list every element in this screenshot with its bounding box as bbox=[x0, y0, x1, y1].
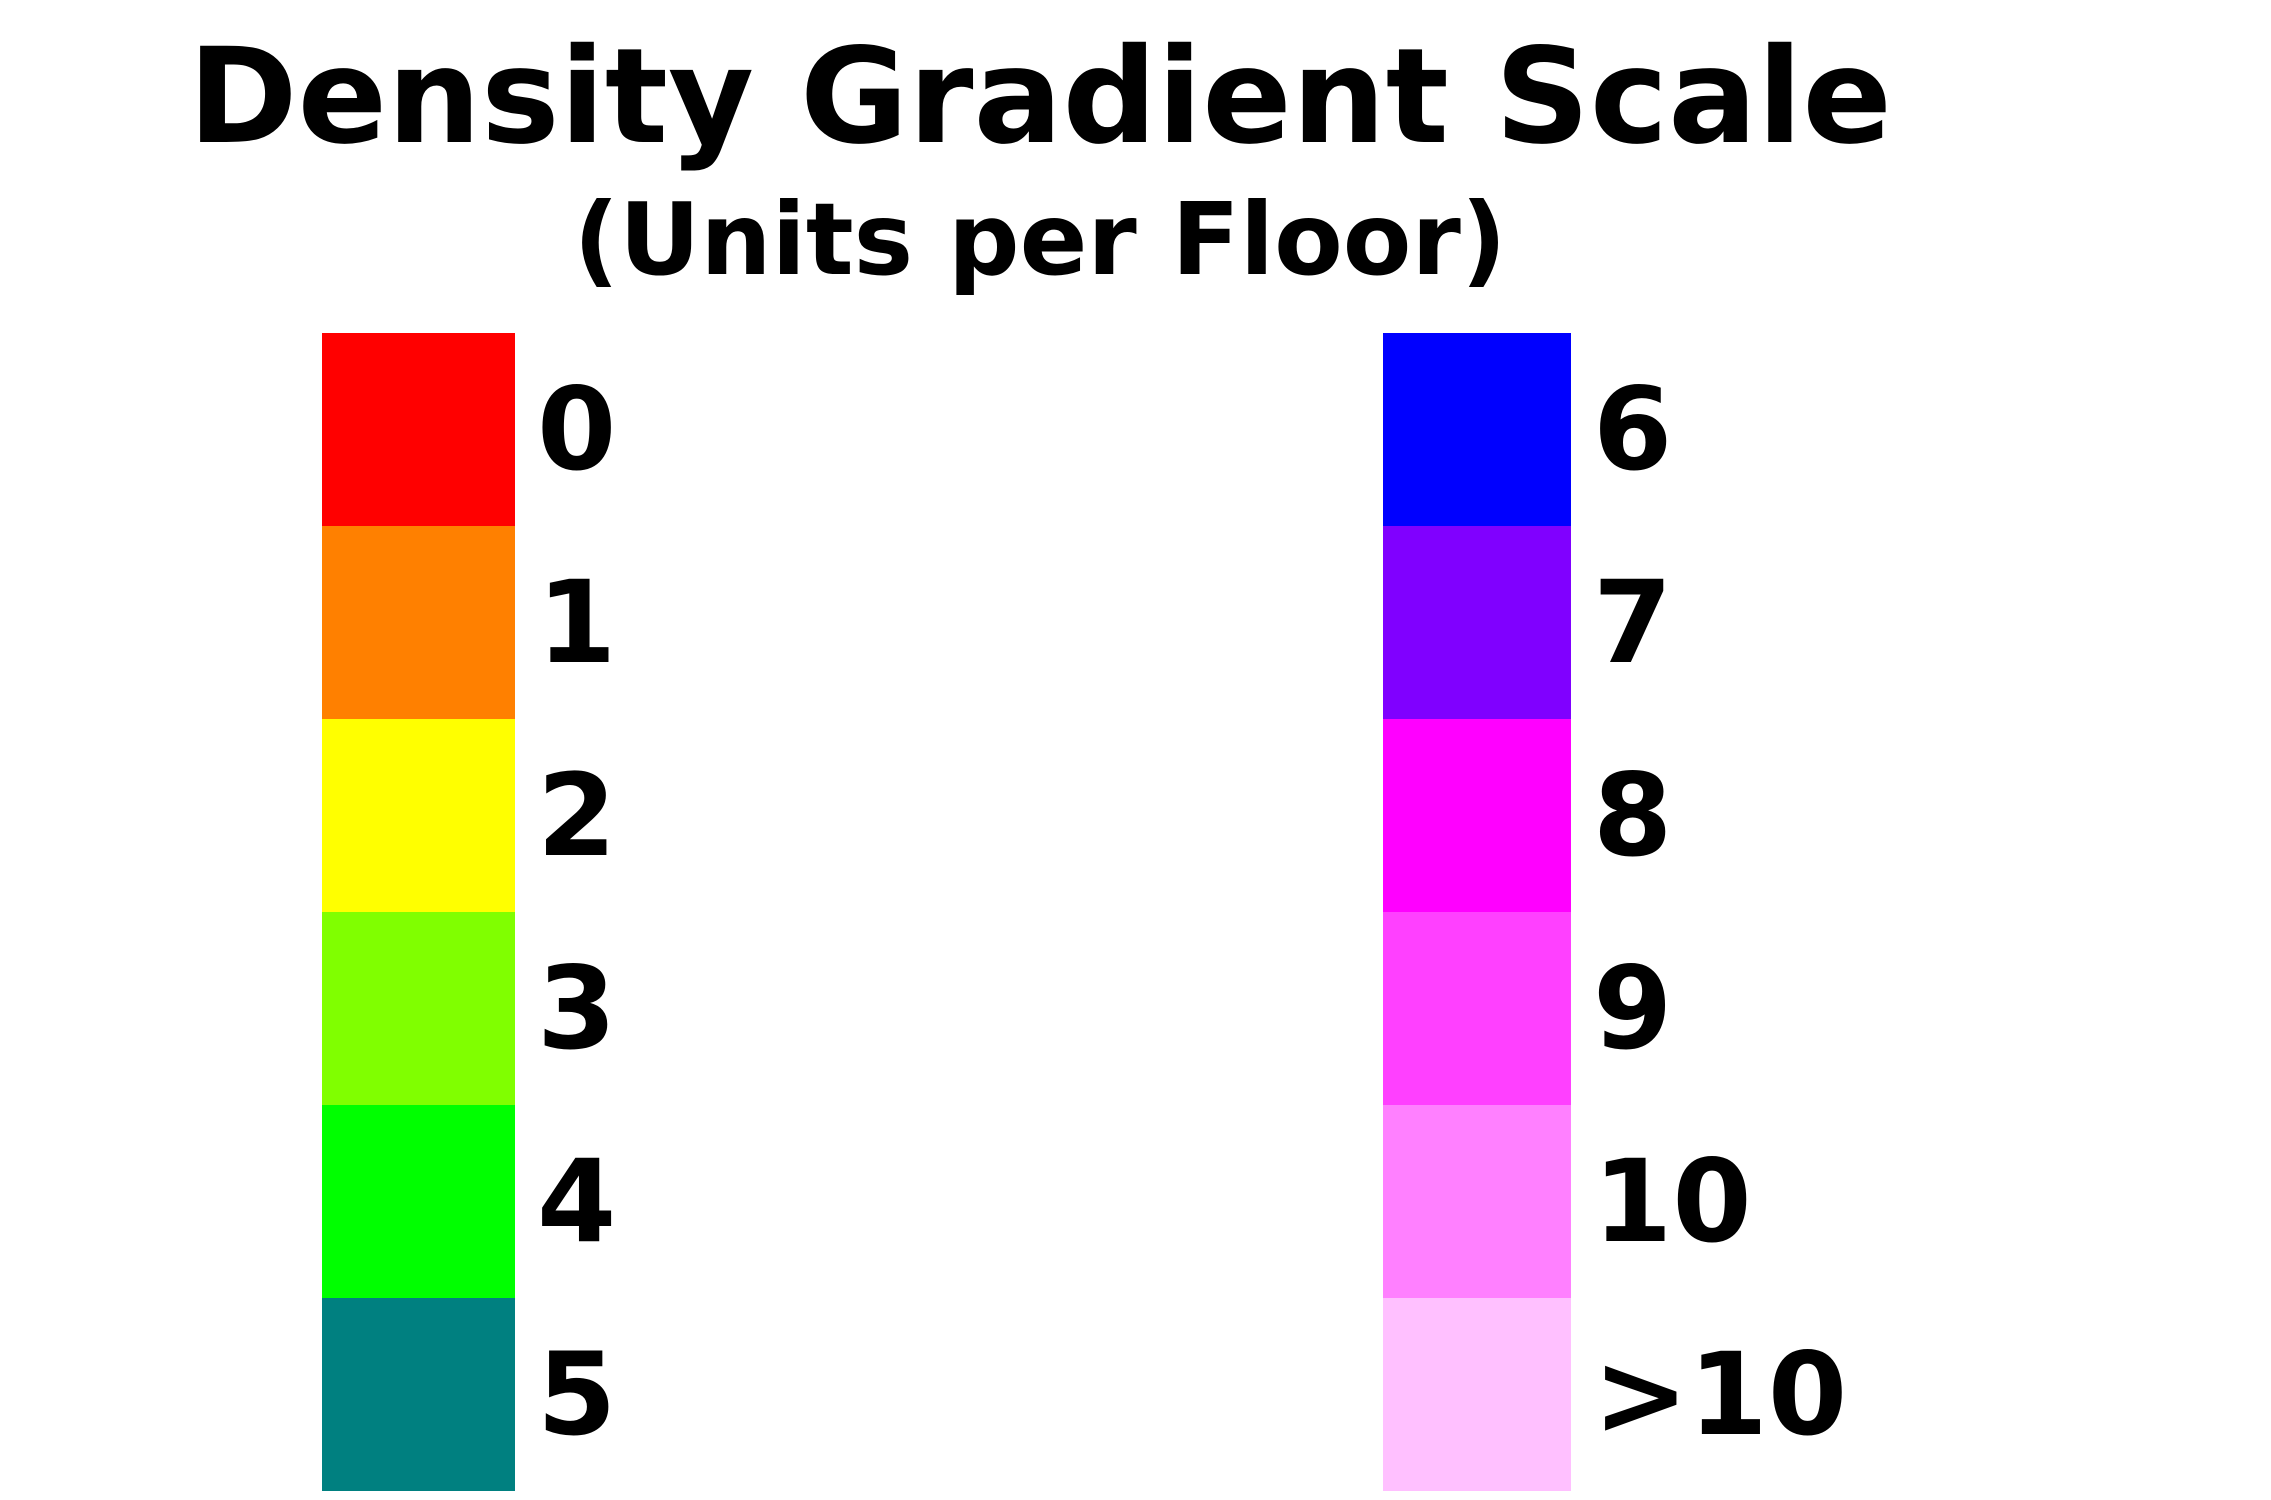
density-label: 0 bbox=[537, 363, 617, 496]
color-swatch bbox=[1383, 1298, 1571, 1491]
density-label: 3 bbox=[537, 942, 617, 1075]
density-label: 4 bbox=[537, 1135, 617, 1268]
density-label: 7 bbox=[1593, 556, 1673, 689]
color-swatch bbox=[322, 333, 515, 526]
density-label: 1 bbox=[537, 556, 617, 689]
color-swatch bbox=[1383, 333, 1571, 526]
color-swatch bbox=[322, 1105, 515, 1298]
density-label: 6 bbox=[1593, 363, 1673, 496]
color-swatch bbox=[1383, 719, 1571, 912]
color-swatch bbox=[322, 526, 515, 719]
density-label: >10 bbox=[1593, 1328, 1848, 1461]
density-label: 2 bbox=[537, 749, 617, 882]
color-swatch bbox=[1383, 526, 1571, 719]
color-swatch bbox=[1383, 1105, 1571, 1298]
color-swatch bbox=[322, 719, 515, 912]
density-label: 5 bbox=[537, 1328, 617, 1461]
density-label: 10 bbox=[1593, 1135, 1752, 1268]
legend-title: Density Gradient Scale bbox=[188, 20, 1892, 174]
legend-subtitle: (Units per Floor) bbox=[573, 181, 1507, 298]
density-label: 9 bbox=[1593, 942, 1673, 1075]
color-swatch bbox=[1383, 912, 1571, 1105]
color-swatch bbox=[322, 1298, 515, 1491]
density-label: 8 bbox=[1593, 749, 1673, 882]
color-swatch bbox=[322, 912, 515, 1105]
